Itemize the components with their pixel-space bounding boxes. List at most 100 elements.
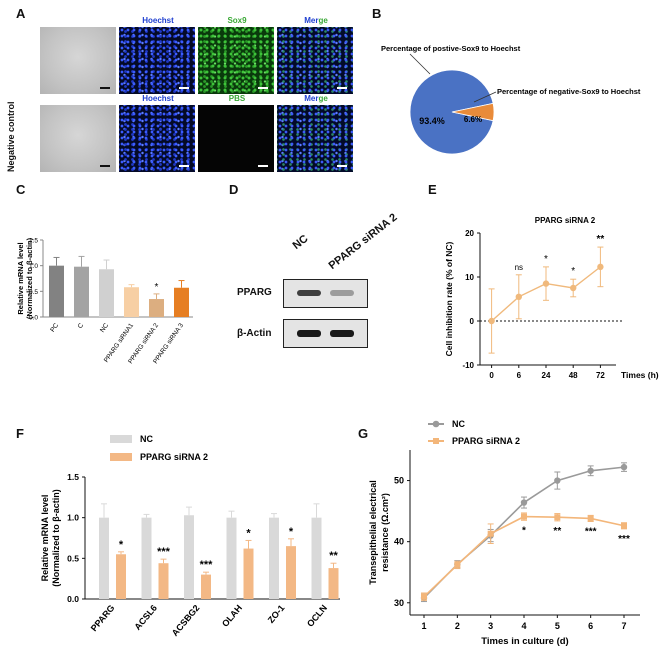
f-bar-sirna [243,548,254,599]
g-point-sirna [521,513,527,520]
g-legend-nc: NC [452,419,465,429]
g-x-tick-label: 1 [421,621,426,631]
c-x-tick-label: C [77,322,86,330]
f-bar-nc [99,517,109,599]
g-y-tick-label: 40 [394,537,404,547]
e-x-tick-label: 48 [569,371,578,380]
g-point-sirna [487,530,494,537]
e-y-tick-label: 10 [465,273,474,282]
brightfield-image-1 [40,27,116,94]
f-sig: *** [157,546,171,558]
g-point-sirna [587,515,594,522]
g-sig: *** [618,534,630,545]
e-x-tick-label: 0 [489,371,494,380]
blot-row-pparg: PPARG [237,287,272,298]
g-x-tick-label: 7 [621,621,626,631]
panel-c-label: C [16,182,26,197]
c-x-tick-label: NC [99,322,110,334]
hoechst-title-2: Hoechst [142,94,174,103]
g-point-sirna [421,593,427,600]
line-chart-e: PPARG siRNA 2 -10 0 10 20 0 6 ns 24 * 48 * 72 ** Cel… [444,216,659,380]
c-bar [49,265,64,317]
pie-chart: 93.4% 6.6% Percentage of postive-Sox9 to… [381,44,641,155]
f-bar-sirna [158,563,169,599]
pbs-title: PBS [228,94,246,103]
f-x-tick-label: ACSL6 [132,603,159,632]
blot-pparg-box [283,279,368,308]
actin-band-sirna [330,330,354,337]
bar-chart-f-plot: 0.00.51.01.5*PPARG***ACSL6***ACSBG2*OLAH… [67,472,340,638]
e-sig: * [571,266,575,277]
e-y-tick-label: -10 [462,361,474,370]
pparg-band-nc [297,290,321,296]
hoechst-image-1 [119,27,195,94]
e-point [570,284,577,292]
c-bar [149,299,164,317]
e-point [542,280,550,287]
brightfield-image-2 [40,105,116,172]
g-legend-sirna: PPARG siRNA 2 [452,436,520,446]
g-sig: *** [585,527,597,538]
f-x-tick-label: PPARG [89,603,117,633]
g-x-tick-label: 5 [555,621,560,631]
pie-slice-positive [409,69,494,155]
f-bar-sirna [116,554,126,599]
e-sig: ** [597,234,605,245]
pie-leader-negative [473,91,497,103]
c-ylabel-line1: Relative mRNA level [16,242,25,314]
f-legend-sirna: PPARG siRNA 2 [140,452,208,462]
negative-control-label: Negative control [6,101,16,172]
hoechst-title: Hoechst [142,16,174,25]
g-ylabel-line2: resistance (Ω.cm²) [380,493,390,572]
g-y-tick-label: 30 [394,598,404,608]
merge-image-2 [277,105,353,172]
f-sig: * [246,527,251,539]
g-legend-sirna-marker [433,438,439,444]
blot-row-actin: β-Actin [237,328,272,339]
pie-slice-negative [451,102,495,122]
f-bar-nc [311,517,322,599]
e-title: PPARG siRNA 2 [535,216,596,225]
g-ylabel-line1: Transepithelial electrical [368,480,378,585]
g-point-sirna [454,561,461,568]
g-x-tick-label: 4 [521,621,526,631]
g-point-nc [520,499,528,506]
blot-col-nc: NC [290,232,311,252]
line-chart-e-plot: -10 0 10 20 0 6 ns 24 * 48 * 72 ** [462,229,622,380]
f-y-tick-label: 0.5 [67,553,79,563]
panel-a-label: A [16,6,26,21]
f-bar-nc [269,517,279,599]
g-y-tick-label: 50 [394,476,404,486]
panel-b-label: B [372,6,382,21]
g-point-nc [554,477,561,484]
e-xlabel: Times (h) [621,370,659,380]
merge-title: Merge [304,16,328,25]
f-bar-nc [141,517,152,599]
c-y-tick-label: 0.0 [29,315,38,322]
f-sig: ** [329,550,338,562]
f-legend-nc-swatch [110,435,132,443]
f-sig: *** [200,559,214,571]
c-x-tick-label: PC [49,322,60,334]
c-sig: * [155,282,159,293]
g-sig: * [522,525,526,536]
blot-actin-box [283,319,368,348]
c-y-tick-label: 1.5 [29,238,38,245]
f-legend-nc: NC [140,434,153,444]
c-y-tick-label: 0.5 [29,289,38,296]
e-x-tick-label: 6 [517,371,522,380]
g-point-sirna [554,514,561,521]
e-point [488,317,495,325]
c-y-tick-label: 1.0 [29,263,38,270]
e-y-tick-label: 0 [470,317,475,326]
e-x-tick-label: 72 [596,371,605,380]
panel-d-label: D [229,182,239,197]
merge-title-2: Merge [304,94,328,103]
e-sig: ns [515,263,523,272]
g-point-sirna [621,522,627,529]
panel-f-label: F [16,426,24,441]
blot-col-sirna: PPARG siRNA 2 [326,211,400,272]
c-bar [99,269,114,317]
